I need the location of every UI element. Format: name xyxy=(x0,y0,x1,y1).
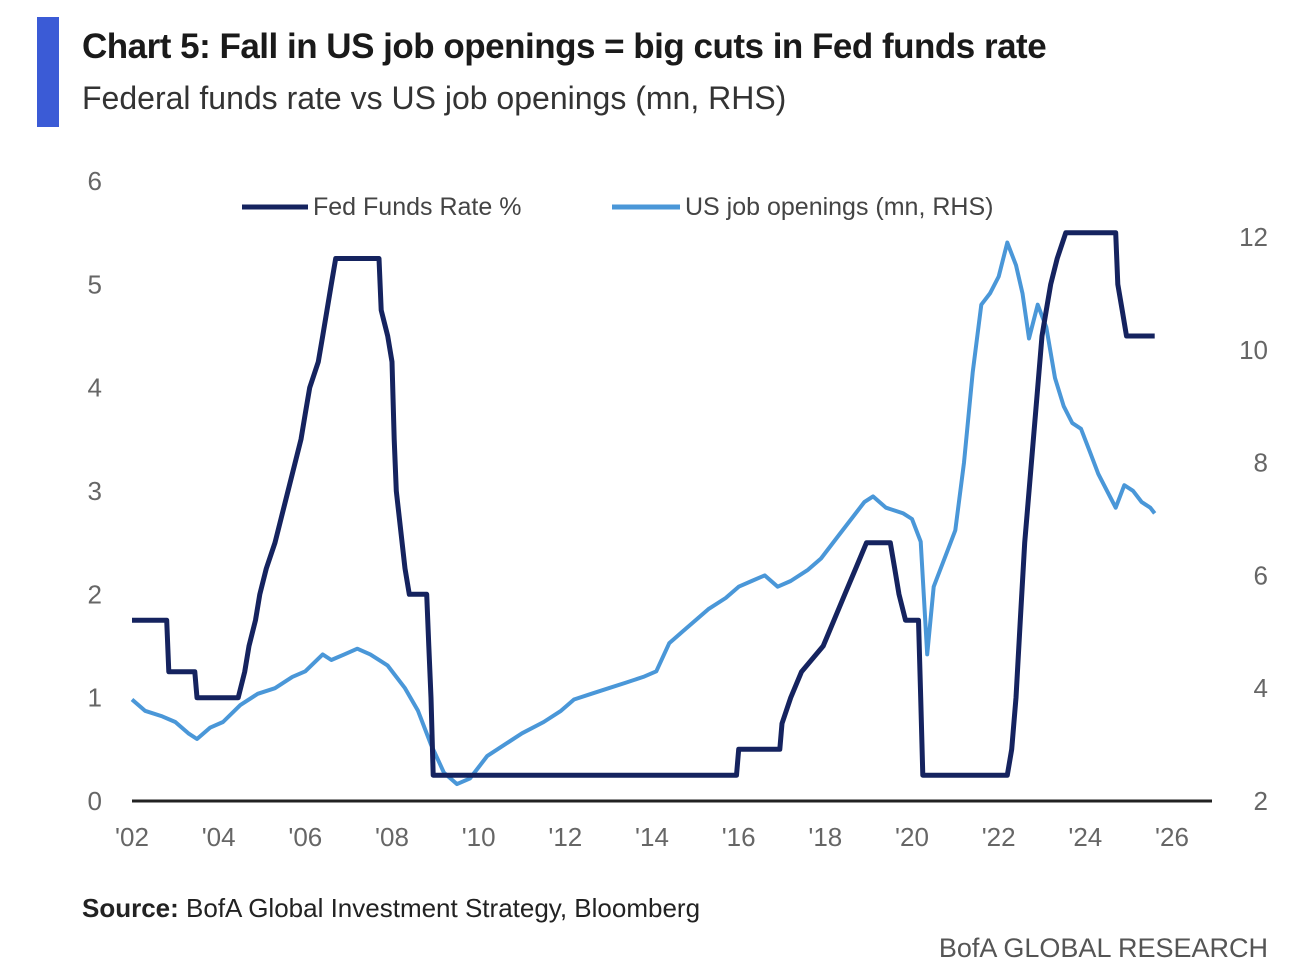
source-text: BofA Global Investment Strategy, Bloombe… xyxy=(178,893,701,923)
accent-bar xyxy=(37,17,59,127)
left-tick-label: 5 xyxy=(88,269,102,299)
x-tick-label: '12 xyxy=(548,822,582,852)
legend: Fed Funds Rate % US job openings (mn, RH… xyxy=(242,193,993,221)
chart-title: Chart 5: Fall in US job openings = big c… xyxy=(82,27,1047,66)
brand-label: BofA GLOBAL RESEARCH xyxy=(938,933,1268,963)
x-tick-label: '06 xyxy=(288,822,322,852)
x-tick-label: '26 xyxy=(1155,822,1189,852)
x-tick-label: '10 xyxy=(462,822,496,852)
right-tick-label: 6 xyxy=(1254,560,1268,590)
left-tick-label: 0 xyxy=(88,786,102,816)
x-tick-label: '14 xyxy=(635,822,669,852)
left-tick-label: 4 xyxy=(88,373,102,403)
right-axis-ticks: 2 4 6 8 10 12 xyxy=(1239,222,1268,816)
left-tick-label: 1 xyxy=(88,683,102,713)
x-tick-label: '20 xyxy=(895,822,929,852)
right-tick-label: 4 xyxy=(1254,673,1268,703)
x-tick-label: '18 xyxy=(808,822,842,852)
right-tick-label: 8 xyxy=(1254,448,1268,478)
legend-label-job-openings: US job openings (mn, RHS) xyxy=(685,193,993,221)
x-tick-label: '04 xyxy=(202,822,236,852)
x-tick-label: '02 xyxy=(115,822,149,852)
right-tick-label: 2 xyxy=(1254,786,1268,816)
x-tick-label: '08 xyxy=(375,822,409,852)
x-tick-label: '22 xyxy=(982,822,1016,852)
right-tick-label: 10 xyxy=(1239,335,1268,365)
source-label: Source: xyxy=(82,893,179,923)
left-tick-label: 3 xyxy=(88,476,102,506)
left-tick-label: 2 xyxy=(88,579,102,609)
chart-subtitle: Federal funds rate vs US job openings (m… xyxy=(82,80,787,116)
x-axis-ticks: '02 '04 '06 '08 '10 '12 '14 '16 '18 '20 '22 '24 '26 xyxy=(115,822,1189,852)
right-tick-label: 12 xyxy=(1239,222,1268,252)
source-note: Source: BofA Global Investment Strategy,… xyxy=(82,893,700,924)
series-line-fed-funds xyxy=(132,230,1155,778)
legend-label-fed-funds: Fed Funds Rate % xyxy=(313,193,521,221)
x-tick-label: '24 xyxy=(1068,822,1102,852)
series-line-job-openings xyxy=(130,240,1157,787)
x-tick-label: '16 xyxy=(722,822,756,852)
left-axis-ticks: 0 1 2 3 4 5 6 xyxy=(88,166,102,816)
left-tick-label: 6 xyxy=(88,166,102,196)
